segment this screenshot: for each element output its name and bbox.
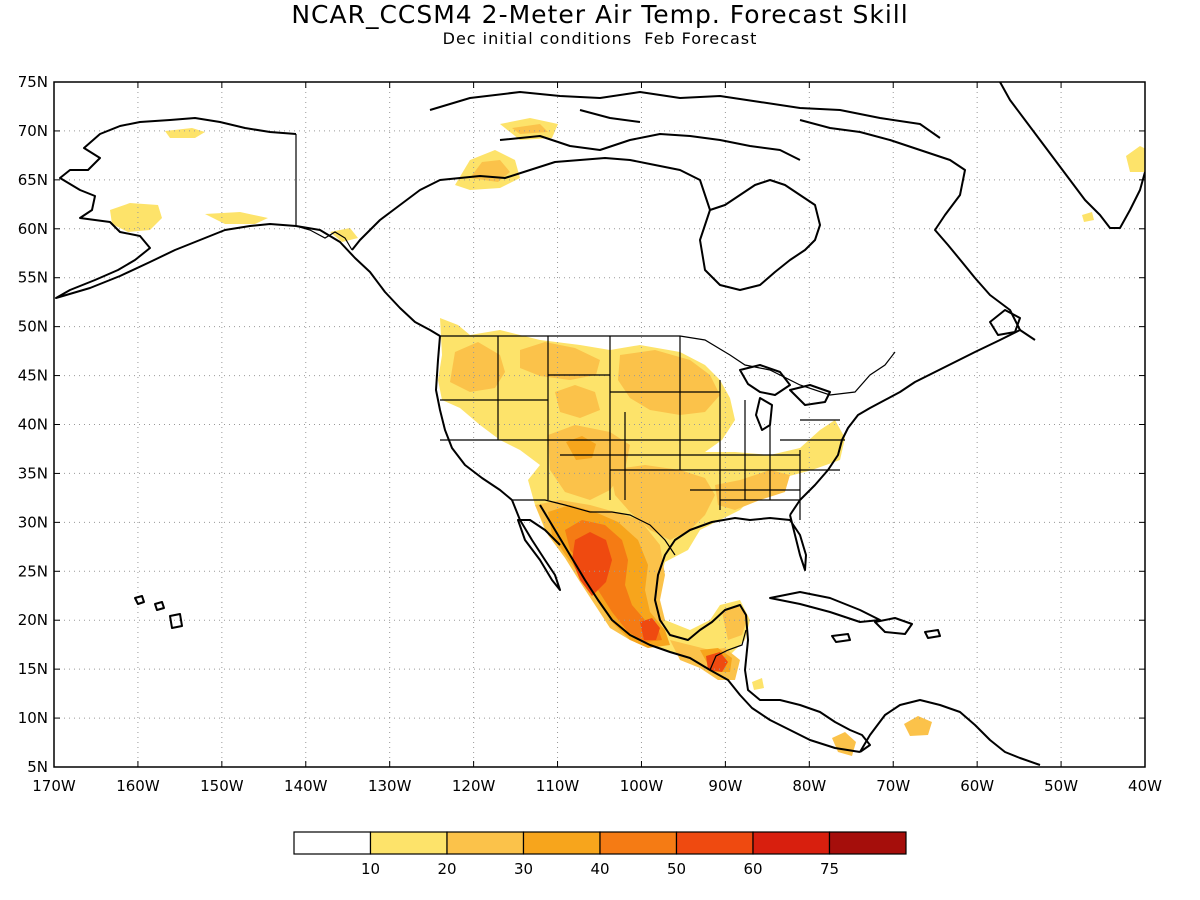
colorbar-label: 40 [590,860,609,878]
political-borders [440,335,896,671]
colorbar-label: 50 [667,860,686,878]
coast-newfoundland [989,309,1021,336]
coast-greenland [999,82,1145,229]
coast-us-east [789,329,1036,516]
shade-alaska-west [110,203,162,232]
colorbar-swatch [599,831,678,855]
lon-tick-label: 80W [792,777,826,795]
colorbar-swatch [828,831,907,855]
shade-alaska-south [205,212,268,224]
coast-arctic-islands [429,91,941,161]
colorbar-swatch [446,831,525,855]
coast-baja [511,499,561,591]
shade-caribbean-small [752,678,764,690]
lon-tick-label: 170W [32,777,76,795]
colorbar-swatch [369,831,448,855]
lat-tick-label: 5N [27,758,48,776]
skill-shading [110,118,1145,756]
lat-tick-label: 35N [18,464,48,482]
colorbar-swatch [675,831,754,855]
shade-colorado-core [566,436,596,460]
map-axes: 75N 70N 65N 60N 55N 50N 45N 40N 35N 30N 25N 20N 15N 1… [18,73,1162,795]
coast-jamaica [831,633,851,643]
lat-tick-label: 40N [18,416,48,434]
shade-yucatan [722,606,748,640]
colorbar-label: 75 [820,860,839,878]
lat-tick-label: 20N [18,611,48,629]
lat-tick-label: 45N [18,367,48,385]
shade-northwest [450,342,505,392]
lon-tick-label: 90W [708,777,742,795]
coast-canada-east [799,119,1021,331]
lat-tick-label: 75N [18,73,48,91]
colorbar-swatch [522,831,601,855]
colorbar-swatch [752,831,831,855]
colorbar-label: 20 [437,860,456,878]
lon-tick-label: 100W [620,777,664,795]
lon-tick-label: 140W [284,777,328,795]
lon-tick-label: 130W [368,777,412,795]
lat-tick-label: 25N [18,562,48,580]
coast-south-america [859,699,1041,766]
lon-tick-label: 110W [536,777,580,795]
shade-wyoming [555,385,600,418]
coast-us-west [435,335,513,501]
border-us-states [440,336,845,520]
coast-alaska [55,117,297,299]
shade-venezuela [904,716,932,736]
lon-tick-label: 40W [1128,777,1162,795]
coast-canada-arctic [351,157,711,251]
lat-tick-label: 15N [18,660,48,678]
shade-yukon [330,228,358,242]
coastlines [55,82,1145,766]
coast-mexico-west [539,504,861,753]
coast-great-lakes [739,364,831,431]
colorbar-label: 30 [514,860,533,878]
colorbar-label: 10 [361,860,380,878]
shade-dakotas [618,350,720,415]
shade-montana [520,342,600,380]
coast-gulf [654,514,871,753]
shade-labrador [1082,212,1094,222]
lat-tick-label: 70N [18,122,48,140]
lon-tick-label: 50W [1044,777,1078,795]
lat-tick-label: 60N [18,220,48,238]
border-us-canada [440,335,896,396]
lon-tick-label: 120W [452,777,496,795]
lat-tick-label: 50N [18,318,48,336]
coast-hawaii [134,595,183,629]
map-title: NCAR_CCSM4 2-Meter Air Temp. Forecast Sk… [291,0,909,29]
shade-arctic-island-core [512,124,548,134]
colorbar: 10 20 30 40 50 60 75 [293,831,907,878]
border-mexico-guatemala [709,629,747,671]
coast-hispaniola [874,617,941,639]
shade-mexico-south-peak [640,618,660,640]
shade-texas [610,465,715,540]
lat-tick-label: 65N [18,171,48,189]
lat-tick-label: 30N [18,513,48,531]
coast-hudson-bay [699,179,821,291]
lon-tick-label: 150W [200,777,244,795]
lat-tick-label: 55N [18,269,48,287]
colorbar-label: 60 [743,860,762,878]
lon-tick-label: 160W [116,777,160,795]
lon-tick-label: 60W [960,777,994,795]
border-us-mexico [512,499,676,556]
lon-tick-label: 70W [876,777,910,795]
map-subtitle: Dec initial conditions Feb Forecast [442,29,758,48]
shade-mexico-peak [572,532,612,596]
shade-greenland [1126,146,1145,172]
lat-tick-label: 10N [18,709,48,727]
coast-bc [295,225,441,337]
colorbar-swatch [293,831,372,855]
